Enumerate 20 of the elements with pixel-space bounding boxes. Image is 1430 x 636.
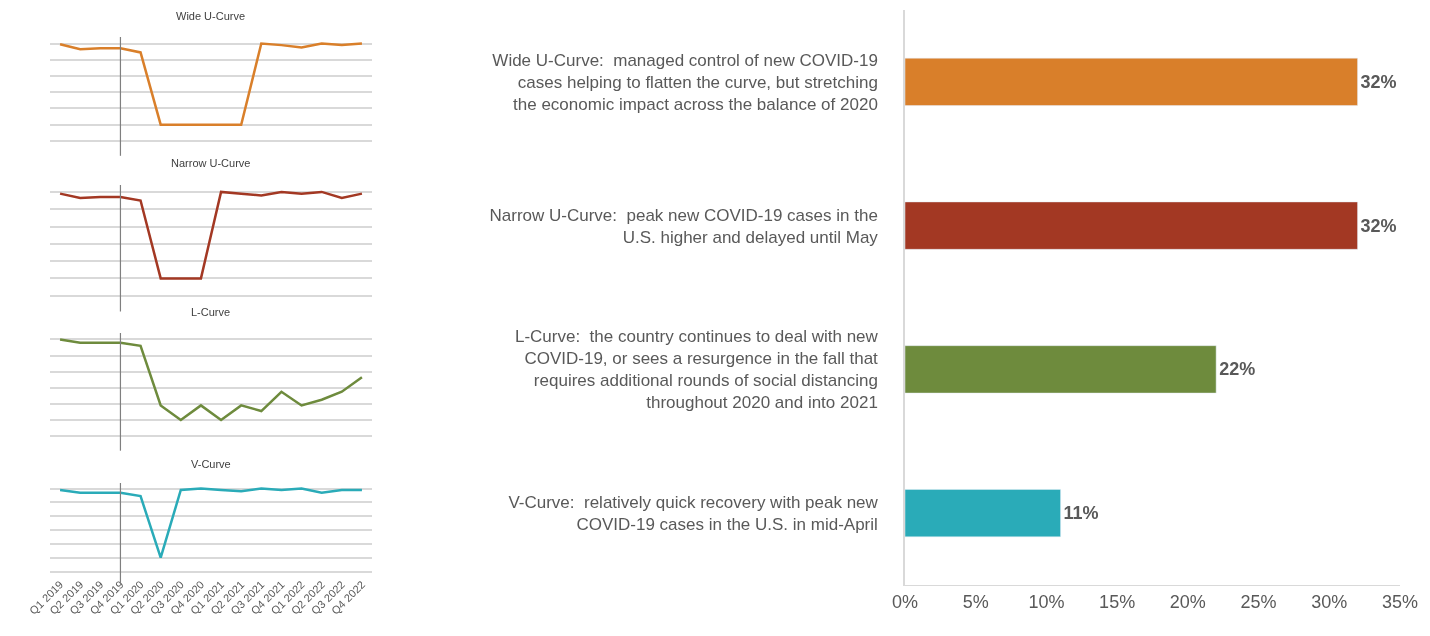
chart-title: Wide U-Curve xyxy=(176,10,246,22)
data-label: 22% xyxy=(1219,359,1256,380)
x-tick-label: 30% xyxy=(1311,591,1348,612)
y-tick-label: V-Curve: relatively quick recovery with peak new COVID-19 cases in the U.S. in mid-April xyxy=(508,493,879,535)
x-tick-label: 5% xyxy=(962,591,989,612)
x-tick-label: 25% xyxy=(1240,591,1277,612)
x-tick-label: 10% xyxy=(1028,591,1065,612)
chart-title: V-Curve xyxy=(191,458,231,470)
x-tick-label: 0% xyxy=(891,591,919,612)
x-tick-label: 35% xyxy=(1381,591,1419,612)
x-tick-label: 15% xyxy=(1099,591,1136,612)
y-tick-label: Wide U-Curve: managed control of new COVID-19 cases helping to flatten the curve, but stretching the economic impact across the balance of 2020 xyxy=(492,50,878,114)
data-label: 32% xyxy=(1360,215,1397,236)
y-tick-label: L-Curve: the country continues to deal with new COVID-19, or sees a resurgence in the fall that requires additional rounds of social distancing throughout 2020 and into 2021 xyxy=(514,327,879,413)
y-tick-label: Narrow U-Curve: peak new COVID-19 cases in the U.S. higher and delayed until May xyxy=(489,205,879,247)
data-label: 32% xyxy=(1360,71,1397,92)
chart-title: L-Curve xyxy=(191,306,231,318)
data-label: 11% xyxy=(1063,503,1099,524)
chart-title: Narrow U-Curve xyxy=(171,157,251,169)
x-tick-label: 20% xyxy=(1169,591,1206,612)
